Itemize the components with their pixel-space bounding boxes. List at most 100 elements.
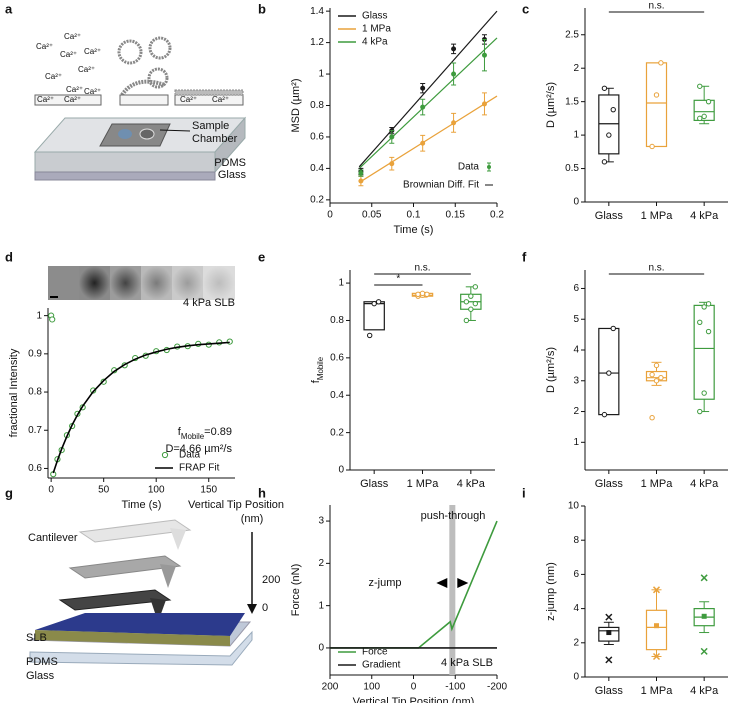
cantilever — [78, 519, 192, 543]
slb-side — [35, 630, 230, 646]
significance-label: * — [396, 274, 400, 285]
data-point — [701, 390, 707, 396]
data-point — [226, 338, 233, 345]
annotation: fMobile=0.89 — [178, 426, 232, 441]
x-tick-label: 0 — [48, 485, 54, 496]
y-axis-label: D (µm²/s) — [545, 347, 557, 393]
extreme-marker — [652, 652, 661, 661]
extreme-marker — [700, 647, 708, 655]
y-tick-label: 0.7 — [28, 425, 42, 436]
y-tick-label: 0.8 — [310, 100, 324, 111]
data-point — [697, 115, 703, 122]
z-jump-arrow — [436, 578, 448, 588]
frap-frame — [203, 266, 235, 300]
y-tick-label: 4 — [573, 603, 579, 614]
x-tick-label: -100 — [445, 682, 465, 693]
panel-label: a — [5, 1, 13, 16]
significance-label: n.s. — [648, 263, 664, 274]
x-tick-label: 100 — [363, 682, 380, 693]
data-point — [389, 134, 395, 140]
y-tick-label: 1.5 — [565, 96, 579, 107]
y-tick-label: 5 — [573, 314, 579, 325]
x-tick-label: 100 — [148, 485, 165, 496]
data-point — [389, 161, 395, 167]
x-axis-label: Vertical Tip Position (nm) — [353, 696, 475, 703]
y-tick-label: 0.6 — [28, 463, 42, 474]
bilayer-strip — [34, 94, 102, 106]
illustration-a: Ca²⁺ Ca²⁺ Ca²⁺ Ca²⁺ Ca²⁺ Ca²⁺ Ca²⁺ Ca²⁺ … — [33, 32, 246, 181]
illustration-g: Cantilever Vertical Tip Position (nm) 20… — [26, 499, 284, 682]
frap-frame — [141, 266, 172, 300]
cantilever-label: Cantilever — [28, 532, 78, 544]
ion-label: Ca²⁺ — [64, 95, 81, 104]
y-tick-label: 2 — [573, 406, 579, 417]
y-tick-label: 0.4 — [310, 163, 324, 174]
data-point — [649, 414, 655, 421]
pdms-label: PDMS — [214, 157, 246, 169]
y-tick-label: 0 — [338, 465, 344, 476]
x-tick-label: 150 — [200, 485, 217, 496]
legend-label: Data — [179, 450, 201, 461]
data-point — [371, 300, 377, 307]
x-tick-label: Glass — [595, 478, 624, 490]
panel-label: f — [522, 249, 527, 264]
data-point — [420, 85, 426, 91]
frap-frame — [172, 266, 203, 300]
key-marker — [487, 165, 491, 169]
y-axis-label: D (µm²/s) — [545, 82, 557, 128]
x-tick-label: 4 kPa — [690, 210, 719, 222]
y-tick-label: 2 — [573, 63, 579, 74]
data-point — [463, 317, 470, 324]
text-part: f — [310, 379, 322, 383]
data-point — [697, 83, 703, 89]
sample-chamber — [99, 123, 171, 147]
x-tick-label: 0.2 — [490, 210, 504, 221]
box — [693, 99, 715, 121]
y-tick-label: 4 — [573, 345, 579, 356]
data-point — [358, 178, 364, 184]
y-tick-label: 6 — [573, 569, 579, 580]
ion-label: Ca²⁺ — [64, 32, 81, 41]
extreme-marker — [700, 574, 708, 582]
frap-image-strip — [48, 266, 235, 300]
ion-label: Ca²⁺ — [36, 42, 53, 51]
position-mark: 200 — [262, 574, 280, 586]
y-tick-label: 0 — [573, 197, 579, 208]
cantilever — [58, 589, 172, 611]
data-point — [653, 92, 660, 98]
y-tick-label: 0.4 — [330, 390, 344, 401]
data-point — [601, 85, 608, 91]
data-point — [472, 300, 478, 307]
position-mark: 0 — [262, 602, 268, 614]
x-tick-label: 0.05 — [362, 210, 382, 221]
y-tick-label: 1 — [318, 69, 324, 80]
y-tick-label: 1 — [573, 437, 579, 448]
data-point — [701, 113, 707, 120]
glass-label: Glass — [26, 670, 55, 682]
x-axis-label: Time (s) — [122, 499, 162, 511]
glass-block — [29, 630, 253, 666]
y-tick-label: 2 — [573, 637, 579, 648]
legend-label: Gradient — [362, 660, 401, 671]
x-tick-label: 50 — [98, 485, 110, 496]
vesicle-fusing — [120, 79, 166, 97]
series-line — [52, 341, 230, 474]
tip — [170, 528, 186, 550]
frap-frame — [48, 266, 79, 300]
x-tick-label: 4 kPa — [690, 685, 719, 697]
panel-label: h — [258, 485, 266, 500]
legend-label: 1 MPa — [362, 24, 391, 35]
data-point — [697, 319, 703, 326]
text-part: f — [178, 426, 182, 438]
ion-label: Ca²⁺ — [180, 95, 197, 104]
box — [598, 626, 620, 642]
significance-label: n.s. — [648, 1, 664, 12]
panel-label: c — [522, 1, 529, 16]
extreme-marker — [652, 586, 661, 594]
y-tick-label: 0.8 — [28, 387, 42, 398]
y-tick-label: 1 — [573, 130, 579, 141]
chamber-label: Sample — [192, 120, 229, 132]
arrow-head — [247, 604, 257, 614]
data-point — [601, 159, 608, 165]
x-tick-label: -200 — [487, 682, 507, 693]
